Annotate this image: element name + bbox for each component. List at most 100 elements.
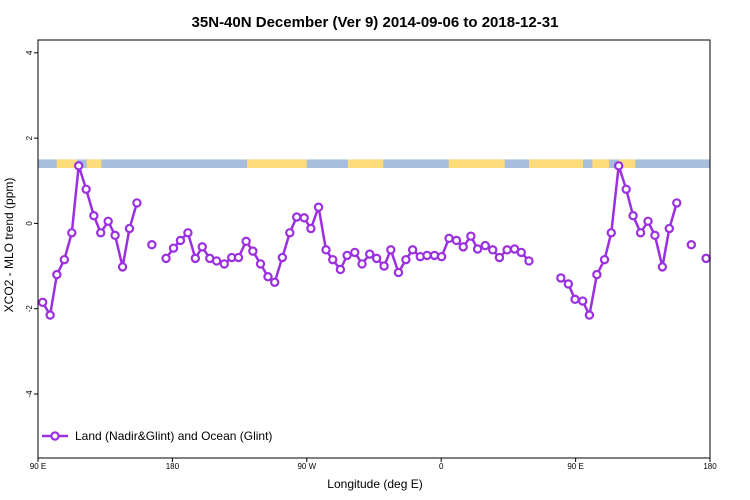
plot-frame [37,39,711,459]
data-point [365,249,375,259]
data-point [147,240,157,250]
data-point [524,256,534,266]
data-point [357,259,367,269]
x-axis-ticks: 90 E 180 90 W 0 90 E 180 [30,458,717,471]
data-point [401,254,411,265]
data-point [584,310,595,320]
series-line-segment [560,164,678,317]
data-point [516,247,526,258]
data-point [248,246,258,256]
data-point [263,272,273,282]
data-point [255,259,266,269]
data-point [488,245,498,255]
y-tick-label: 0 [25,221,34,226]
surface-type-band [38,159,710,168]
data-point [350,247,360,258]
data-point [592,269,602,280]
legend-marker-swatch [50,431,60,441]
data-point [197,242,207,252]
y-tick-label: 4 [25,50,34,55]
data-point [628,211,638,221]
series-line-segment [165,205,530,284]
data-point [211,256,222,266]
data-point [672,198,682,208]
land-band-segment [347,159,384,168]
data-point [563,279,574,289]
data-point [371,253,382,264]
data-point [59,254,70,265]
data-point [110,230,120,241]
data-point [701,253,711,264]
data-point [306,223,316,234]
data-point [328,254,338,265]
data-point [37,297,48,308]
y-tick-label: -2 [25,305,34,313]
data-point [321,245,331,255]
series-points [37,161,711,320]
land-band-segment [528,159,584,168]
series-lines [41,164,678,317]
land-band-segment [618,159,636,168]
data-point [269,277,280,287]
data-point [285,228,295,238]
land-band-segment [247,159,307,168]
data-point [577,296,588,306]
data-point [650,230,660,241]
land-band-segment [592,159,610,168]
data-point [657,262,668,272]
data-point [606,228,616,238]
data-point [233,252,244,263]
data-point [466,231,476,241]
data-point [556,273,566,283]
data-point [299,213,309,223]
data-point [103,216,113,226]
data-point [621,184,631,194]
data-point [117,262,128,272]
data-point [342,250,352,261]
data-point [168,243,179,253]
x-axis-label: Longitude (deg E) [327,477,422,491]
data-point [643,216,653,226]
data-point [458,242,468,252]
data-point [132,198,142,208]
legend: Land (Nadir&Glint) and Ocean (Glint) [42,429,272,443]
data-point [635,228,646,238]
data-point [335,264,346,275]
data-point [444,233,454,244]
data-point [472,244,483,254]
data-point [664,223,675,234]
x-tick-label: 90 W [297,462,316,471]
data-point [124,223,135,234]
legend-label: Land (Nadir&Glint) and Ocean (Glint) [75,429,272,443]
data-point [379,261,389,271]
chart-title: 35N-40N December (Ver 9) 2014-09-06 to 2… [192,14,559,31]
data-point [96,228,106,238]
data-point [313,202,324,212]
data-point [241,236,251,247]
data-point [451,235,462,246]
x-tick-label: 180 [166,462,180,471]
x-tick-label: 0 [439,462,444,471]
data-point [386,245,396,255]
data-point [407,245,418,255]
data-point [190,253,201,264]
data-point [52,269,62,280]
data-point [494,252,505,263]
land-band-segment [86,159,102,168]
data-point [219,259,229,269]
data-point [175,235,186,246]
data-point [436,251,447,262]
data-point [393,267,404,278]
land-band-segment [448,159,505,168]
data-point [570,294,580,305]
data-point [89,211,99,221]
land-band-segment [56,159,78,168]
y-tick-label: 2 [25,135,34,140]
data-point [81,184,91,194]
data-point [67,228,77,238]
x-tick-label: 180 [703,462,717,471]
data-point [292,212,302,222]
data-point [277,252,288,263]
x-tick-label: 90 E [567,462,583,471]
data-point [161,253,171,264]
